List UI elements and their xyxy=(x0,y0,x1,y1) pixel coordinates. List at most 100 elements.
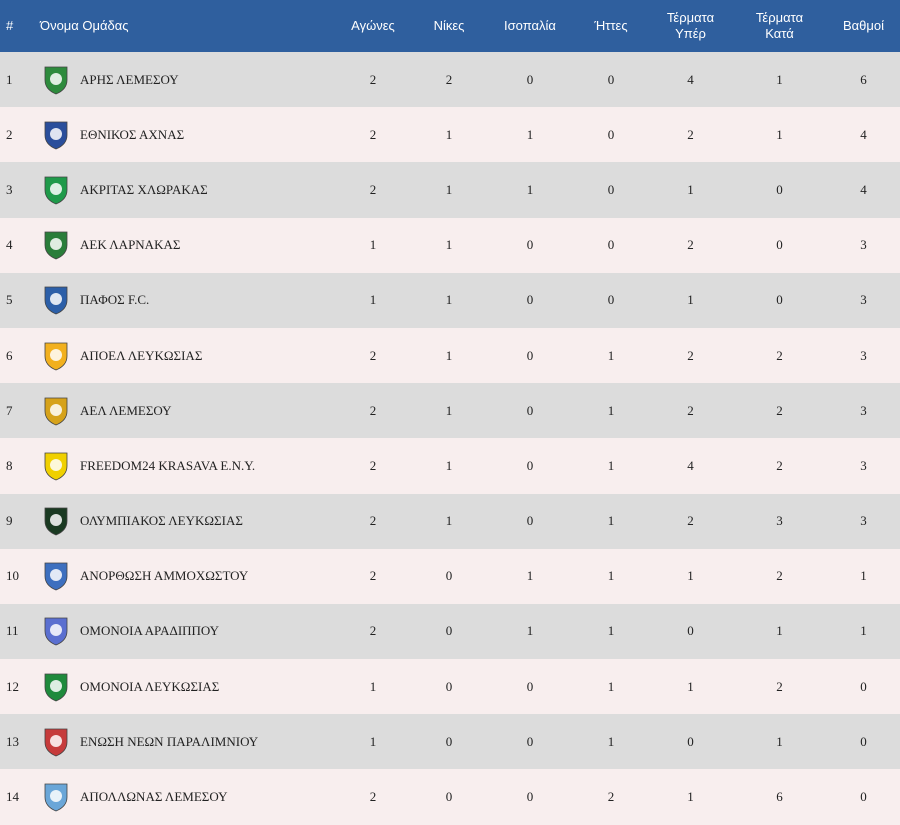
table-row[interactable]: 10 ΑΝΟΡΘΩΣΗ ΑΜΜΟΧΩΣΤΟΥ 2 0 1 1 1 2 1 xyxy=(0,548,900,604)
table-row[interactable]: 13 ΕΝΩΣΗ ΝΕΩΝ ΠΑΡΑΛΙΜΝΙΟΥ 1 0 0 1 0 1 0 xyxy=(0,714,900,770)
col-header-played[interactable]: Αγώνες xyxy=(351,18,395,33)
team-link[interactable]: ΟΜΟΝΟΙΑ ΑΡΑΔΙΠΠΟΥ xyxy=(38,615,335,647)
anorthosis-logo-icon xyxy=(44,562,68,591)
table-row[interactable]: 8 FREEDOM24 KRASAVA E.N.Y. 2 1 0 1 4 2 3 xyxy=(0,438,900,494)
team-name: ΑΕΛ ΛΕΜΕΣΟΥ xyxy=(80,402,172,418)
table-row[interactable]: 2 ΕΘΝΙΚΟΣ ΑΧΝΑΣ 2 1 1 0 2 1 4 xyxy=(0,107,900,163)
goals-for-cell: 1 xyxy=(687,678,694,694)
team-link[interactable]: ΕΘΝΙΚΟΣ ΑΧΝΑΣ xyxy=(38,119,335,151)
team-cell: ΑΝΟΡΘΩΣΗ ΑΜΜΟΧΩΣΤΟΥ xyxy=(38,549,335,604)
team-cell: ΑΠΟΕΛ ΛΕΥΚΩΣΙΑΣ xyxy=(38,328,335,383)
points-cell: 6 xyxy=(860,71,867,87)
wins-cell: 0 xyxy=(445,568,453,584)
col-header-points[interactable]: Βαθμοί xyxy=(842,18,885,33)
team-cell: ΑΕΚ ΛΑΡΝΑΚΑΣ xyxy=(38,218,335,273)
draws-cell: 0 xyxy=(526,347,534,363)
goals-against-cell: 0 xyxy=(776,237,783,253)
points-cell: 3 xyxy=(860,292,867,308)
draws-cell: 0 xyxy=(526,678,534,694)
table-row[interactable]: 11 ΟΜΟΝΟΙΑ ΑΡΑΔΙΠΠΟΥ 2 0 1 1 0 1 1 xyxy=(0,603,900,660)
ethnikos-logo-icon xyxy=(44,121,68,150)
goals-against-cell: 0 xyxy=(776,292,783,308)
draws-cell: 0 xyxy=(526,237,534,253)
rank-cell: 14 xyxy=(6,789,19,805)
draws-cell: 0 xyxy=(526,789,534,805)
team-link[interactable]: ΑΡΗΣ ΛΕΜΕΣΟΥ xyxy=(38,64,335,96)
goals-for-cell: 2 xyxy=(687,126,694,142)
team-link[interactable]: ΑΕΚ ΛΑΡΝΑΚΑΣ xyxy=(38,229,335,261)
goals-for-cell: 4 xyxy=(687,457,694,473)
team-cell: ΑΠΟΛΛΩΝΑΣ ΛΕΜΕΣΟΥ xyxy=(38,769,335,824)
table-header-row: # Όνομα Ομάδας Αγώνες Νίκες Ισοπαλία Ήττ… xyxy=(0,0,900,52)
wins-cell: 1 xyxy=(445,513,453,529)
points-cell: 4 xyxy=(860,181,867,197)
table-row[interactable]: 6 ΑΠΟΕΛ ΛΕΥΚΩΣΙΑΣ 2 1 0 1 2 2 3 xyxy=(0,327,900,384)
col-header-goals-against-line2: Κατά xyxy=(765,26,794,41)
ael-logo-icon xyxy=(44,397,68,426)
team-cell: ΑΡΗΣ ΛΕΜΕΣΟΥ xyxy=(38,52,335,107)
team-link[interactable]: ΑΠΟΛΛΩΝΑΣ ΛΕΜΕΣΟΥ xyxy=(38,781,335,813)
played-cell: 2 xyxy=(369,789,377,805)
table-row[interactable]: 7 ΑΕΛ ΛΕΜΕΣΟΥ 2 1 0 1 2 2 3 xyxy=(0,383,900,439)
played-cell: 2 xyxy=(369,623,377,639)
table-row[interactable]: 9 ΟΛΥΜΠΙΑΚΟΣ ΛΕΥΚΩΣΙΑΣ 2 1 0 1 2 3 3 xyxy=(0,493,900,549)
col-header-losses[interactable]: Ήττες xyxy=(594,18,628,33)
rank-cell: 6 xyxy=(6,347,13,363)
points-cell: 3 xyxy=(860,513,867,529)
apollon-logo-icon xyxy=(44,783,68,812)
team-name: FREEDOM24 KRASAVA E.N.Y. xyxy=(80,457,256,473)
col-header-rank[interactable]: # xyxy=(6,18,14,33)
wins-cell: 0 xyxy=(445,623,453,639)
goals-for-cell: 1 xyxy=(687,568,694,584)
table-row[interactable]: 4 ΑΕΚ ΛΑΡΝΑΚΑΣ 1 1 0 0 2 0 3 xyxy=(0,217,900,273)
team-link[interactable]: ΑΕΛ ΛΕΜΕΣΟΥ xyxy=(38,395,335,427)
col-header-wins[interactable]: Νίκες xyxy=(433,18,465,33)
losses-cell: 0 xyxy=(607,292,615,308)
draws-cell: 0 xyxy=(526,292,534,308)
played-cell: 2 xyxy=(369,71,377,87)
enp-logo-icon xyxy=(44,728,68,757)
team-link[interactable]: ΕΝΩΣΗ ΝΕΩΝ ΠΑΡΑΛΙΜΝΙΟΥ xyxy=(38,726,335,758)
team-link[interactable]: ΑΚΡΙΤΑΣ ΧΛΩΡΑΚΑΣ xyxy=(38,174,335,206)
played-cell: 1 xyxy=(369,237,377,253)
goals-against-cell: 1 xyxy=(776,733,783,749)
draws-cell: 0 xyxy=(526,733,534,749)
team-link[interactable]: ΟΛΥΜΠΙΑΚΟΣ ΛΕΥΚΩΣΙΑΣ xyxy=(38,505,335,537)
played-cell: 2 xyxy=(369,181,377,197)
played-cell: 2 xyxy=(369,347,377,363)
col-header-goals-against[interactable]: Τέρματα Κατά xyxy=(732,0,827,52)
rank-cell: 7 xyxy=(6,402,13,418)
team-cell: ΑΕΛ ΛΕΜΕΣΟΥ xyxy=(38,383,335,438)
aek-logo-icon xyxy=(44,231,68,260)
goals-against-cell: 0 xyxy=(776,181,783,197)
wins-cell: 2 xyxy=(445,71,453,87)
olympiakos-logo-icon xyxy=(44,507,68,536)
col-header-team[interactable]: Όνομα Ομάδας xyxy=(40,18,129,33)
table-row[interactable]: 12 ΟΜΟΝΟΙΑ ΛΕΥΚΩΣΙΑΣ 1 0 0 1 1 2 0 xyxy=(0,659,900,715)
wins-cell: 1 xyxy=(445,347,453,363)
krasava-logo-icon xyxy=(44,452,68,481)
draws-cell: 1 xyxy=(526,568,534,584)
team-link[interactable]: ΑΠΟΕΛ ΛΕΥΚΩΣΙΑΣ xyxy=(38,340,335,372)
team-name: ΑΕΚ ΛΑΡΝΑΚΑΣ xyxy=(80,237,181,253)
points-cell: 3 xyxy=(860,402,867,418)
team-name: ΑΡΗΣ ΛΕΜΕΣΟΥ xyxy=(80,71,179,87)
team-cell: ΟΜΟΝΟΙΑ ΛΕΥΚΩΣΙΑΣ xyxy=(38,659,335,714)
losses-cell: 2 xyxy=(607,789,615,805)
table-row[interactable]: 5 ΠΑΦΟΣ F.C. 1 1 0 0 1 0 3 xyxy=(0,272,900,328)
wins-cell: 1 xyxy=(445,402,453,418)
goals-against-cell: 2 xyxy=(776,678,783,694)
col-header-goals-for[interactable]: Τέρματα Υπέρ xyxy=(649,0,732,52)
points-cell: 0 xyxy=(860,733,867,749)
rank-cell: 12 xyxy=(6,678,19,694)
table-row[interactable]: 14 ΑΠΟΛΛΩΝΑΣ ΛΕΜΕΣΟΥ 2 0 0 2 1 6 0 xyxy=(0,769,900,825)
team-link[interactable]: ΠΑΦΟΣ F.C. xyxy=(38,284,335,316)
team-link[interactable]: ΟΜΟΝΟΙΑ ΛΕΥΚΩΣΙΑΣ xyxy=(38,671,335,703)
col-header-draws[interactable]: Ισοπαλία xyxy=(504,18,556,33)
table-row[interactable]: 3 ΑΚΡΙΤΑΣ ΧΛΩΡΑΚΑΣ 2 1 1 0 1 0 4 xyxy=(0,162,900,218)
team-link[interactable]: FREEDOM24 KRASAVA E.N.Y. xyxy=(38,450,335,482)
team-link[interactable]: ΑΝΟΡΘΩΣΗ ΑΜΜΟΧΩΣΤΟΥ xyxy=(38,560,335,592)
akritas-logo-icon xyxy=(44,176,68,205)
played-cell: 2 xyxy=(369,402,377,418)
table-row[interactable]: 1 ΑΡΗΣ ΛΕΜΕΣΟΥ 2 2 0 0 4 1 6 xyxy=(0,52,900,108)
